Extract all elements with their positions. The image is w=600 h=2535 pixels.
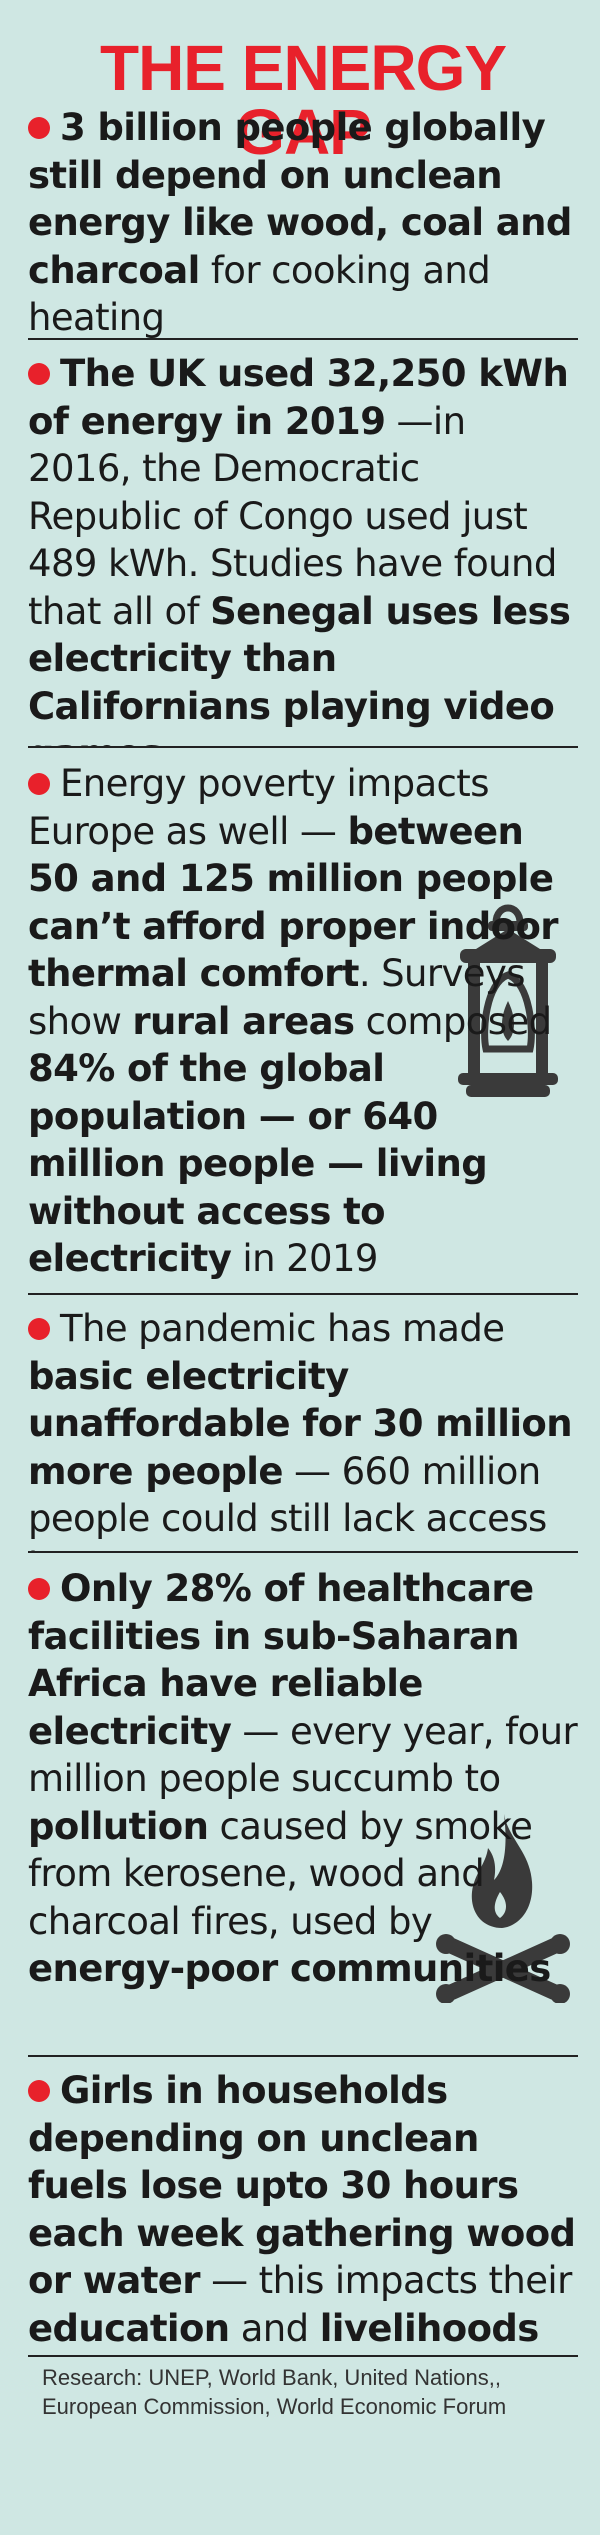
fact-text: The UK used 32,250 kWh of energy in 2019… — [28, 350, 578, 747]
fact-bold-text: rural areas — [132, 999, 355, 1043]
fact-plain-text: for cooking and heating — [28, 248, 491, 339]
fact-item-girls-education: Girls in households depending on unclean… — [28, 2057, 578, 2357]
fact-item-energy-poverty-europe: Energy poverty impacts Europe as well — … — [28, 748, 578, 1295]
fact-plain-text: . Surveys show — [28, 952, 526, 1043]
fact-item-uk-energy: The UK used 32,250 kWh of energy in 2019… — [28, 340, 578, 748]
bullet-icon — [28, 1578, 50, 1600]
credit-line-1: Research: UNEP, World Bank, United Natio… — [42, 2365, 501, 2390]
fact-text: Only 28% of healthcare facilities in sub… — [28, 1565, 578, 1993]
fact-bold-text: Only 28% of healthcare facilities in sub… — [28, 1567, 534, 1753]
lantern-icon — [458, 904, 558, 1097]
bullet-icon — [28, 773, 50, 795]
bullet-icon — [28, 2080, 50, 2102]
fact-item-healthcare: Only 28% of healthcare facilities in sub… — [28, 1553, 578, 2057]
fact-plain-text: in 2019 — [231, 1237, 378, 1280]
fact-item-unclean-energy: 3 billion people globally still depend o… — [28, 100, 578, 340]
fact-bold-text: Senegal uses less electricity than Calif… — [28, 589, 571, 747]
fact-text: The pandemic has made basic electricity … — [28, 1305, 578, 1552]
fact-plain-text: and — [229, 2306, 320, 2350]
fact-plain-text: composed — [354, 999, 552, 1043]
fact-text: Girls in households depending on unclean… — [28, 2067, 578, 2352]
fact-bold-text: Girls in households depending on unclean… — [28, 2069, 576, 2302]
credit-line-2: European Commission, World Economic Foru… — [42, 2394, 507, 2419]
fact-bold-text: The UK used 32,250 kWh of energy in 2019 — [28, 352, 569, 443]
fact-text: 3 billion people globally still depend o… — [28, 104, 578, 339]
page-title: THE ENERGY GAP — [99, 32, 507, 168]
fact-plain-text: —in 2016, the Democratic Republic of Con… — [28, 399, 557, 633]
bullet-icon — [28, 117, 50, 139]
fact-plain-text: Energy poverty impacts Europe as well — — [28, 762, 489, 853]
fact-plain-text: — 660 million people could still lack ac… — [28, 1449, 547, 1552]
fact-plain-text: — this impacts their — [199, 2259, 572, 2302]
fact-bold-text: pollution — [28, 1804, 209, 1848]
fact-plain-text: The pandemic has made — [60, 1307, 505, 1350]
fact-item-pandemic: The pandemic has made basic electricity … — [28, 1295, 578, 1553]
fact-bold-text: livelihoods — [319, 2306, 540, 2350]
research-credit: Research: UNEP, World Bank, United Natio… — [28, 2363, 578, 2421]
bullet-icon — [28, 363, 50, 385]
fact-plain-text: — every year, four million people succum… — [28, 1709, 578, 1801]
fact-plain-text: caused by smoke from kerosene, wood and … — [28, 1804, 533, 1943]
fact-bold-text: education — [28, 2306, 230, 2350]
fact-bold-text: between 50 and 125 million people can’t … — [28, 809, 559, 996]
fact-bold-text: 3 billion people globally still depend o… — [28, 106, 572, 292]
fact-bold-text: 84% of the global population — or 640 mi… — [28, 1047, 488, 1280]
bullet-icon — [28, 1318, 50, 1340]
fact-bold-text: basic electricity unaffordable for 30 mi… — [28, 1354, 573, 1493]
fact-text: Energy poverty impacts Europe as well — … — [28, 760, 578, 1283]
fact-bold-text: energy-poor communities — [28, 1947, 551, 1990]
campfire-icon — [436, 1814, 570, 2003]
